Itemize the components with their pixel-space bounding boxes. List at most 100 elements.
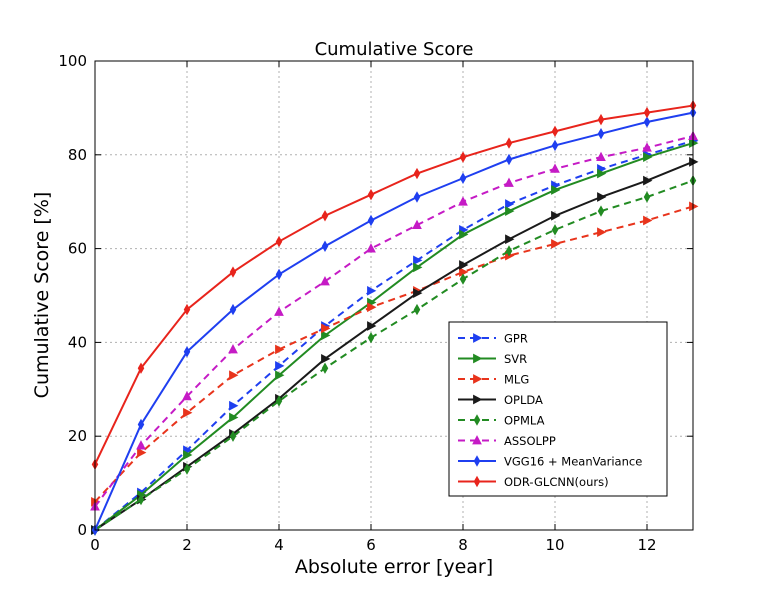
data-point (274, 306, 284, 316)
legend-marker (473, 414, 481, 426)
data-point (459, 260, 469, 270)
data-point (689, 138, 699, 148)
data-point (643, 215, 653, 226)
data-point (229, 370, 239, 381)
series-3 (91, 201, 699, 507)
data-point (597, 192, 607, 202)
legend-marker (472, 435, 482, 445)
data-point (183, 303, 191, 316)
data-point (228, 344, 238, 354)
data-point (458, 196, 468, 206)
legend-marker (473, 394, 483, 405)
data-point (183, 346, 191, 358)
data-point (321, 240, 329, 252)
data-point (275, 235, 283, 248)
y-axis-label: Cumulative Score [%] (31, 192, 53, 399)
data-point (643, 191, 651, 203)
legend-entry: ASSOLPP (458, 434, 556, 448)
data-point (367, 321, 377, 331)
legend-marker (473, 374, 483, 384)
data-point (643, 106, 651, 119)
data-point (596, 151, 606, 162)
data-point (321, 323, 331, 334)
series-7 (91, 106, 697, 536)
data-point (229, 412, 239, 423)
data-point (551, 239, 561, 249)
x-tick-label: 0 (90, 536, 100, 554)
data-point (137, 493, 145, 506)
data-point (551, 125, 559, 138)
legend-label: OPLDA (504, 393, 543, 407)
series-8 (91, 99, 697, 471)
data-point (275, 360, 285, 371)
data-point (551, 139, 559, 152)
series-line (94, 104, 694, 465)
data-point (597, 127, 605, 140)
data-point (137, 418, 145, 431)
data-point (320, 276, 330, 286)
data-point (367, 214, 375, 227)
data-point (413, 303, 421, 316)
y-tick-label: 80 (68, 146, 87, 164)
data-point (505, 137, 513, 149)
data-point (551, 210, 561, 221)
x-tick-label: 10 (545, 536, 564, 554)
data-point (229, 400, 239, 411)
series-line (94, 160, 694, 531)
x-tick-label: 4 (274, 536, 284, 554)
legend-entry: GPR (458, 332, 528, 346)
legend: GPR SVR MLG OPLDA OPMLA ASSOLPP VGG16 + MeanVa… (448, 321, 668, 497)
data-point (137, 447, 147, 458)
legend-marker (473, 475, 481, 488)
data-point (459, 267, 469, 277)
data-point (551, 185, 561, 195)
legend-entry: SVR (458, 352, 527, 366)
data-point (413, 167, 421, 180)
data-point (505, 234, 515, 245)
series-line (94, 142, 694, 531)
data-point (137, 362, 145, 374)
data-point (321, 353, 331, 364)
data-point (505, 245, 513, 257)
data-point (413, 288, 423, 299)
legend-label: ASSOLPP (504, 434, 556, 448)
data-point (275, 268, 283, 281)
legend-label: VGG16 + MeanVariance (504, 455, 642, 469)
legend-label: OPMLA (504, 414, 545, 428)
data-point (412, 219, 422, 230)
data-point (182, 390, 192, 401)
data-point (229, 430, 237, 442)
legend-entry: VGG16 + MeanVariance (458, 455, 642, 469)
data-point (413, 191, 421, 203)
data-point (183, 407, 193, 418)
y-tick-label: 60 (68, 240, 87, 258)
data-point (505, 199, 515, 209)
legend-label: MLG (504, 373, 529, 387)
data-point (275, 344, 285, 355)
x-tick-label: 6 (366, 536, 376, 554)
legend-box (448, 321, 668, 497)
data-point (551, 224, 559, 236)
data-point (689, 156, 699, 167)
data-point (643, 175, 653, 186)
data-point (366, 243, 376, 253)
legend-entry: ODR-GLCNN(ours) (458, 475, 609, 489)
data-point (367, 285, 377, 296)
data-point (642, 142, 652, 152)
y-tick-label: 20 (68, 427, 87, 445)
data-point (367, 332, 375, 344)
data-point (459, 273, 467, 285)
data-point (321, 210, 329, 222)
x-axis-label: Absolute error [year] (295, 556, 493, 578)
data-point (505, 206, 515, 216)
data-point (275, 395, 283, 407)
legend-label: SVR (504, 352, 527, 366)
series-line (94, 205, 694, 503)
data-point (413, 255, 423, 266)
series-line (94, 139, 694, 531)
data-point (689, 201, 699, 212)
y-tick-label: 0 (77, 521, 87, 539)
data-point (321, 330, 331, 341)
legend-marker (473, 333, 483, 343)
